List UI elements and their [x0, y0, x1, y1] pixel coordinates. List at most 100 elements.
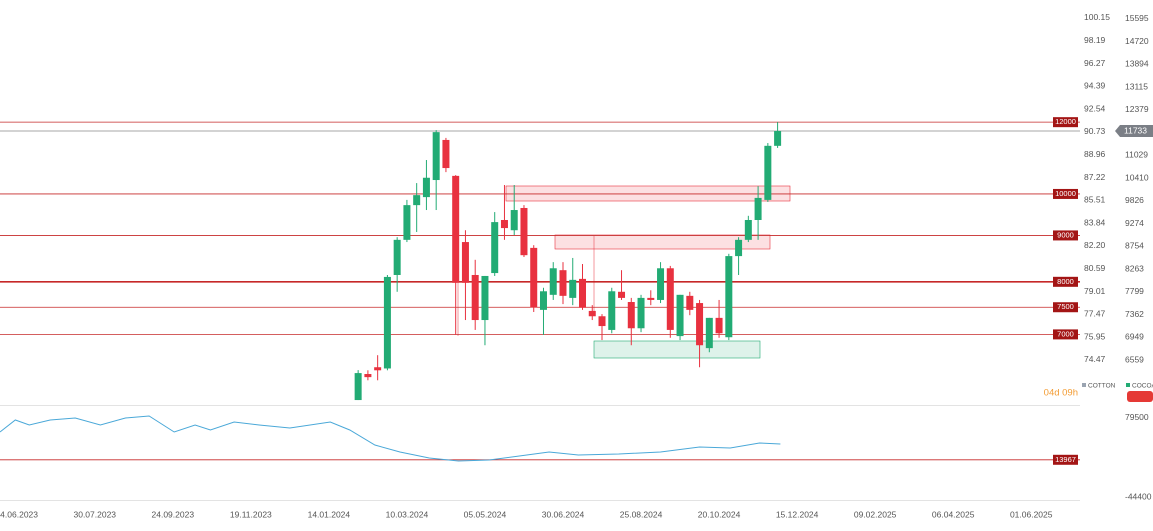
- legend-swatch: [1082, 383, 1086, 387]
- y2-tick-label: 85.51: [1084, 195, 1106, 205]
- y-tick-label: 6559: [1125, 354, 1144, 364]
- candle-body: [696, 303, 704, 346]
- toggle-button[interactable]: [1127, 391, 1153, 402]
- y-tick-label: 7799: [1125, 286, 1144, 296]
- countdown: 04d 09h: [1044, 388, 1078, 399]
- level-label: 8000: [1057, 277, 1074, 286]
- indicator-tick-label: -44400: [1125, 491, 1152, 501]
- candle-body: [510, 210, 518, 231]
- level-label-box: [1053, 230, 1078, 241]
- candle-body: [432, 132, 440, 181]
- x-tick-label: 30.06.2024: [542, 509, 585, 519]
- level-label: 7000: [1057, 329, 1074, 338]
- x-tick-label: 06.04.2025: [932, 509, 975, 519]
- x-tick-label: 20.10.2024: [698, 509, 741, 519]
- y-tick-label: 10410: [1125, 172, 1149, 182]
- level-label-box: [1053, 329, 1078, 340]
- x-tick-label: 01.06.2025: [1010, 509, 1053, 519]
- y2-tick-label: 80.59: [1084, 263, 1106, 273]
- candle-body: [491, 222, 499, 274]
- y-tick-label: 7362: [1125, 309, 1144, 319]
- y2-tick-label: 90.73: [1084, 126, 1106, 136]
- candle-body: [539, 291, 547, 310]
- candle-body: [627, 302, 635, 329]
- x-tick-label: 30.07.2023: [73, 509, 116, 519]
- candle-body: [725, 256, 733, 338]
- candle-body: [676, 294, 684, 337]
- supply-zone: [554, 234, 771, 250]
- candle-body: [774, 131, 782, 146]
- level-label: 10000: [1055, 189, 1076, 198]
- candle-body: [461, 242, 469, 283]
- y2-tick-label: 83.84: [1084, 217, 1106, 227]
- indicator-level-box: [1053, 454, 1078, 465]
- y2-tick-label: 94.39: [1084, 81, 1106, 91]
- current-price-label: 11733: [1124, 125, 1147, 135]
- candle-body: [520, 207, 528, 256]
- candle-body: [686, 295, 694, 310]
- candle-body: [413, 195, 421, 206]
- x-tick-label: 19.11.2023: [230, 509, 272, 519]
- candle-body: [705, 317, 713, 349]
- level-label-box: [1053, 276, 1078, 287]
- level-label-box: [1053, 188, 1078, 199]
- candle-body: [364, 374, 372, 378]
- y2-tick-label: 75.95: [1084, 331, 1106, 341]
- candles: [354, 122, 782, 401]
- y2-tick-label: 88.96: [1084, 149, 1106, 159]
- indicator-tick-label: 79500: [1125, 412, 1149, 422]
- level-label: 12000: [1055, 117, 1076, 126]
- y-tick-label: 8263: [1125, 263, 1144, 273]
- candle-body: [598, 316, 606, 327]
- x-tick-label: 04.06.2023: [0, 509, 38, 519]
- candle-body: [647, 297, 655, 300]
- x-tick-label: 09.02.2025: [854, 509, 897, 519]
- candle-body: [764, 145, 772, 200]
- candle-body: [579, 278, 587, 308]
- candle-body: [569, 279, 577, 298]
- y-tick-label: 9274: [1125, 218, 1144, 228]
- candle-body: [403, 205, 411, 240]
- y-tick-label: 9826: [1125, 195, 1144, 205]
- indicator-line: [0, 415, 781, 462]
- level-label-box: [1053, 117, 1078, 128]
- indicator-level-label: 13967: [1055, 455, 1076, 464]
- axes: 15595 14720 13894 13115 12379 11029 10410 9826 9…: [0, 12, 1153, 519]
- y2-tick-label: 74.47: [1084, 354, 1106, 364]
- y2-tick-label: 87.22: [1084, 172, 1106, 182]
- candle-body: [549, 268, 557, 295]
- y-tick-label: 6949: [1125, 332, 1144, 342]
- x-tick-label: 14.01.2024: [308, 509, 351, 519]
- x-tick-label: 24.09.2023: [152, 509, 195, 519]
- candle-body: [588, 310, 596, 317]
- candle-body: [637, 297, 645, 329]
- levels: 12000 10000 9000 8000 7500 7000 13967: [0, 117, 1080, 465]
- y2-tick-label: 100.15: [1084, 12, 1110, 22]
- demand-zone: [593, 340, 761, 359]
- y2-tick-label: 96.27: [1084, 58, 1106, 68]
- candle-body: [744, 219, 752, 240]
- candle-body: [559, 270, 567, 296]
- x-tick-label: 10.03.2024: [386, 509, 429, 519]
- candle-body: [442, 139, 450, 169]
- y2-tick-label: 79.01: [1084, 286, 1106, 296]
- x-tick-label: 05.05.2024: [464, 509, 507, 519]
- y-tick-label: 11029: [1125, 150, 1148, 160]
- y-tick-label: 15595: [1125, 13, 1149, 23]
- y-tick-label: 8754: [1125, 241, 1144, 251]
- zones: [457, 185, 791, 359]
- level-label: 7500: [1057, 302, 1074, 311]
- y2-tick-label: 82.20: [1084, 240, 1106, 250]
- level-label-box: [1053, 302, 1078, 313]
- candle-body: [383, 276, 391, 369]
- legend-label: COTTON: [1088, 383, 1116, 390]
- candle-body: [666, 268, 674, 330]
- y2-tick-label: 92.54: [1084, 103, 1106, 113]
- candle-body: [471, 274, 479, 321]
- candle-body: [452, 175, 460, 283]
- candle-body: [715, 317, 723, 334]
- candle-body: [530, 247, 538, 308]
- y2-tick-label: 77.47: [1084, 309, 1106, 319]
- y2-tick-label: 98.19: [1084, 35, 1106, 45]
